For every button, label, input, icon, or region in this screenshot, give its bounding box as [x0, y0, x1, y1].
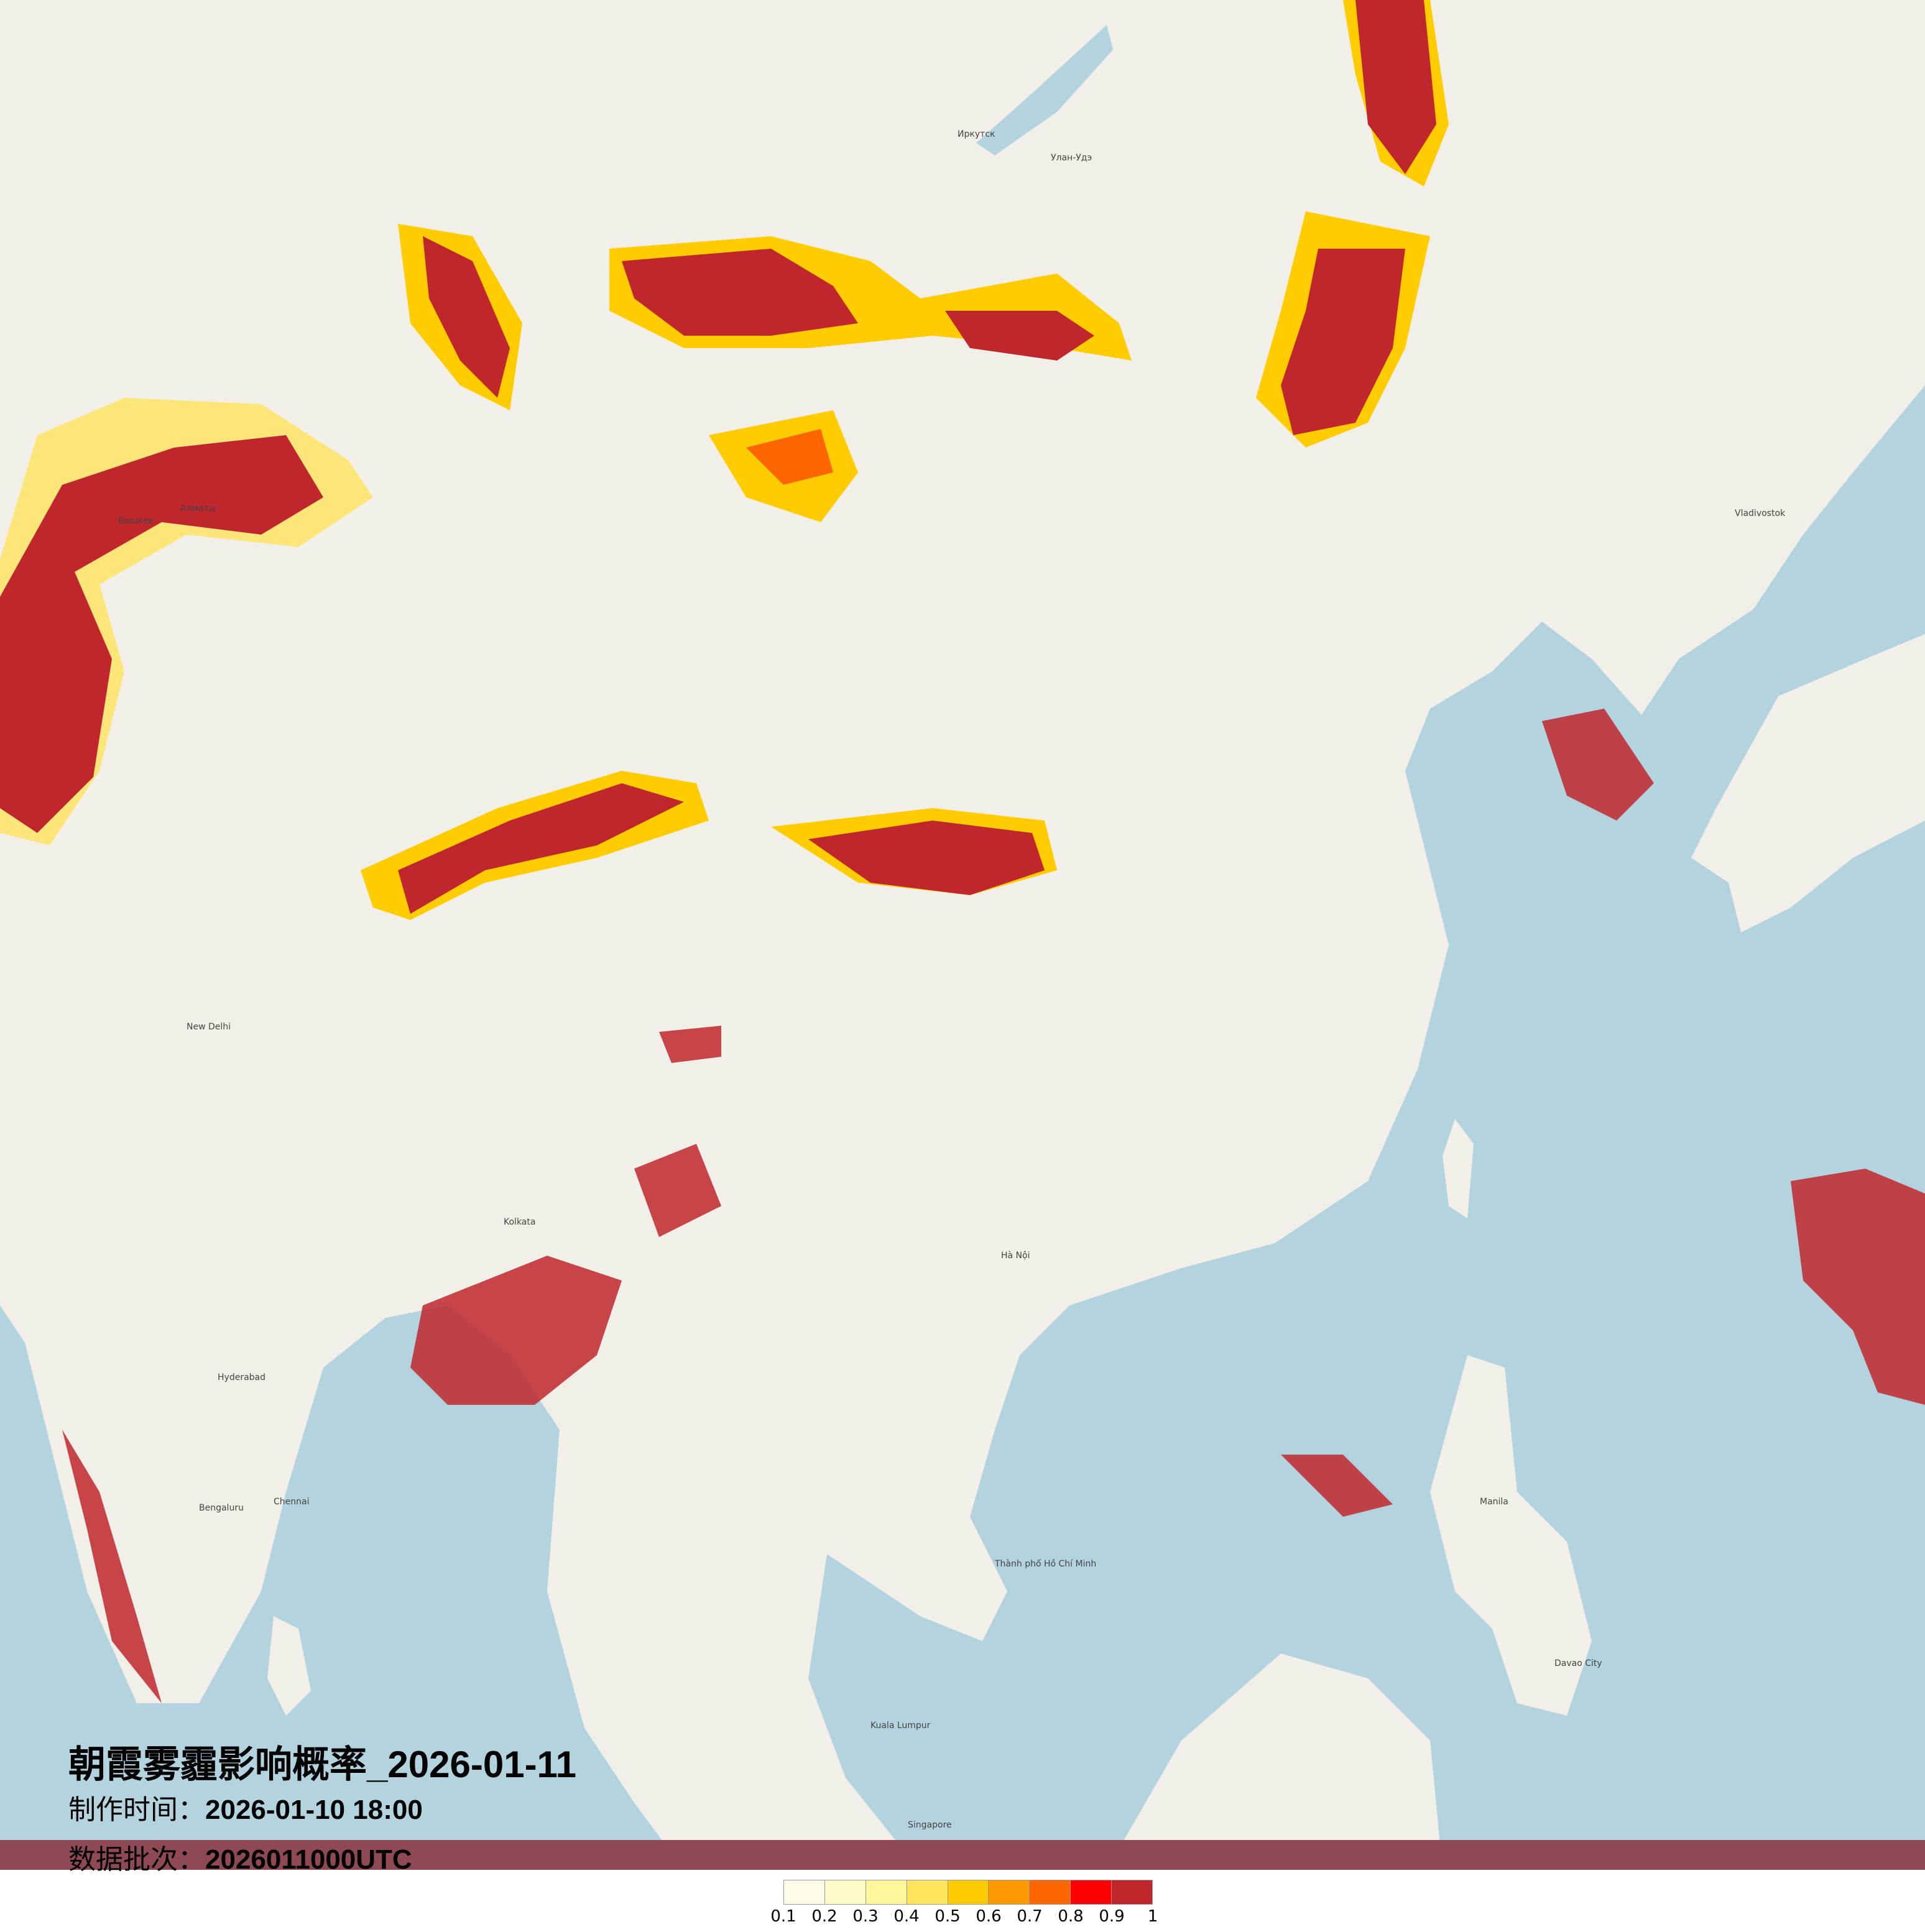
svg-text:Улан-Удэ: Улан-Удэ	[1051, 153, 1092, 163]
legend-tick-label: 0.2	[811, 1907, 838, 1926]
legend-swatch	[824, 1880, 866, 1904]
borneo	[1107, 1654, 1443, 1870]
production-time-value: 2026-01-10 18:00	[205, 1795, 423, 1825]
fog-probability-map: Иркутск Улан-Удэ Алматы Бишкек Vladivost…	[0, 0, 1925, 1870]
legend-swatch	[1071, 1880, 1112, 1904]
svg-text:Hyderabad: Hyderabad	[218, 1373, 265, 1382]
data-batch-label: 数据批次：	[68, 1844, 205, 1875]
svg-text:Бишкек: Бишкек	[118, 516, 154, 526]
legend-ticks: 0.1 0.2 0.3 0.4 0.5 0.6 0.7 0.8 0.9 1	[770, 1907, 1169, 1930]
data-batch-value: 2026011000UTC	[205, 1844, 412, 1875]
lake-baikal	[976, 25, 1113, 155]
color-legend	[783, 1880, 1153, 1905]
data-batch: 数据批次：2026011000UTC	[68, 1837, 412, 1877]
legend-swatch	[907, 1880, 948, 1904]
japan	[1691, 634, 1925, 932]
city-labels: Иркутск Улан-Удэ Алматы Бишкек Vladivost…	[118, 129, 1786, 1830]
svg-text:New Delhi: New Delhi	[187, 1022, 231, 1032]
legend-swatch	[948, 1880, 989, 1904]
legend-tick-label: 0.9	[1099, 1907, 1125, 1926]
map-title: 朝霞雾霾影响概率_2026-01-11	[68, 1744, 576, 1785]
legend-tick-label: 0.6	[976, 1907, 1002, 1926]
svg-text:Bengaluru: Bengaluru	[199, 1503, 244, 1513]
production-time-label: 制作时间：	[68, 1794, 205, 1826]
legend-swatch	[989, 1880, 1030, 1904]
svg-text:Kolkata: Kolkata	[504, 1217, 535, 1227]
philippines	[1430, 1355, 1592, 1716]
legend-tick-label: 1	[1147, 1907, 1158, 1926]
svg-text:Иркутск: Иркутск	[958, 129, 995, 139]
legend-tick-label: 0.3	[852, 1907, 879, 1926]
legend-swatch	[1112, 1880, 1153, 1904]
production-time: 制作时间：2026-01-10 18:00	[68, 1787, 423, 1827]
fog-areas	[0, 0, 1925, 1870]
sumatra	[659, 1716, 821, 1870]
svg-text:Davao City: Davao City	[1554, 1658, 1602, 1668]
legend-tick-label: 0.1	[770, 1907, 796, 1926]
legend-swatch	[866, 1880, 907, 1904]
svg-text:Hà Nội: Hà Nội	[1001, 1251, 1030, 1261]
svg-text:Manila: Manila	[1480, 1497, 1508, 1507]
svg-text:Vladivostok: Vladivostok	[1735, 508, 1786, 518]
legend-swatch	[784, 1880, 825, 1904]
taiwan	[1443, 1119, 1474, 1218]
svg-text:Kuala Lumpur: Kuala Lumpur	[870, 1721, 931, 1731]
svg-text:Chennai: Chennai	[274, 1497, 309, 1507]
sri-lanka	[267, 1616, 311, 1716]
svg-text:Singapore: Singapore	[908, 1820, 952, 1830]
legend-tick-label: 0.5	[935, 1907, 961, 1926]
legend-tick-label: 0.7	[1017, 1907, 1043, 1926]
svg-text:Thành phố Hồ Chí Minh: Thành phố Hồ Chí Minh	[994, 1558, 1096, 1569]
legend-tick-label: 0.4	[893, 1907, 920, 1926]
legend-tick-label: 0.8	[1058, 1907, 1084, 1926]
legend-swatch	[1030, 1880, 1071, 1904]
land-mass	[0, 0, 1925, 1870]
svg-text:Алматы: Алматы	[180, 504, 216, 513]
